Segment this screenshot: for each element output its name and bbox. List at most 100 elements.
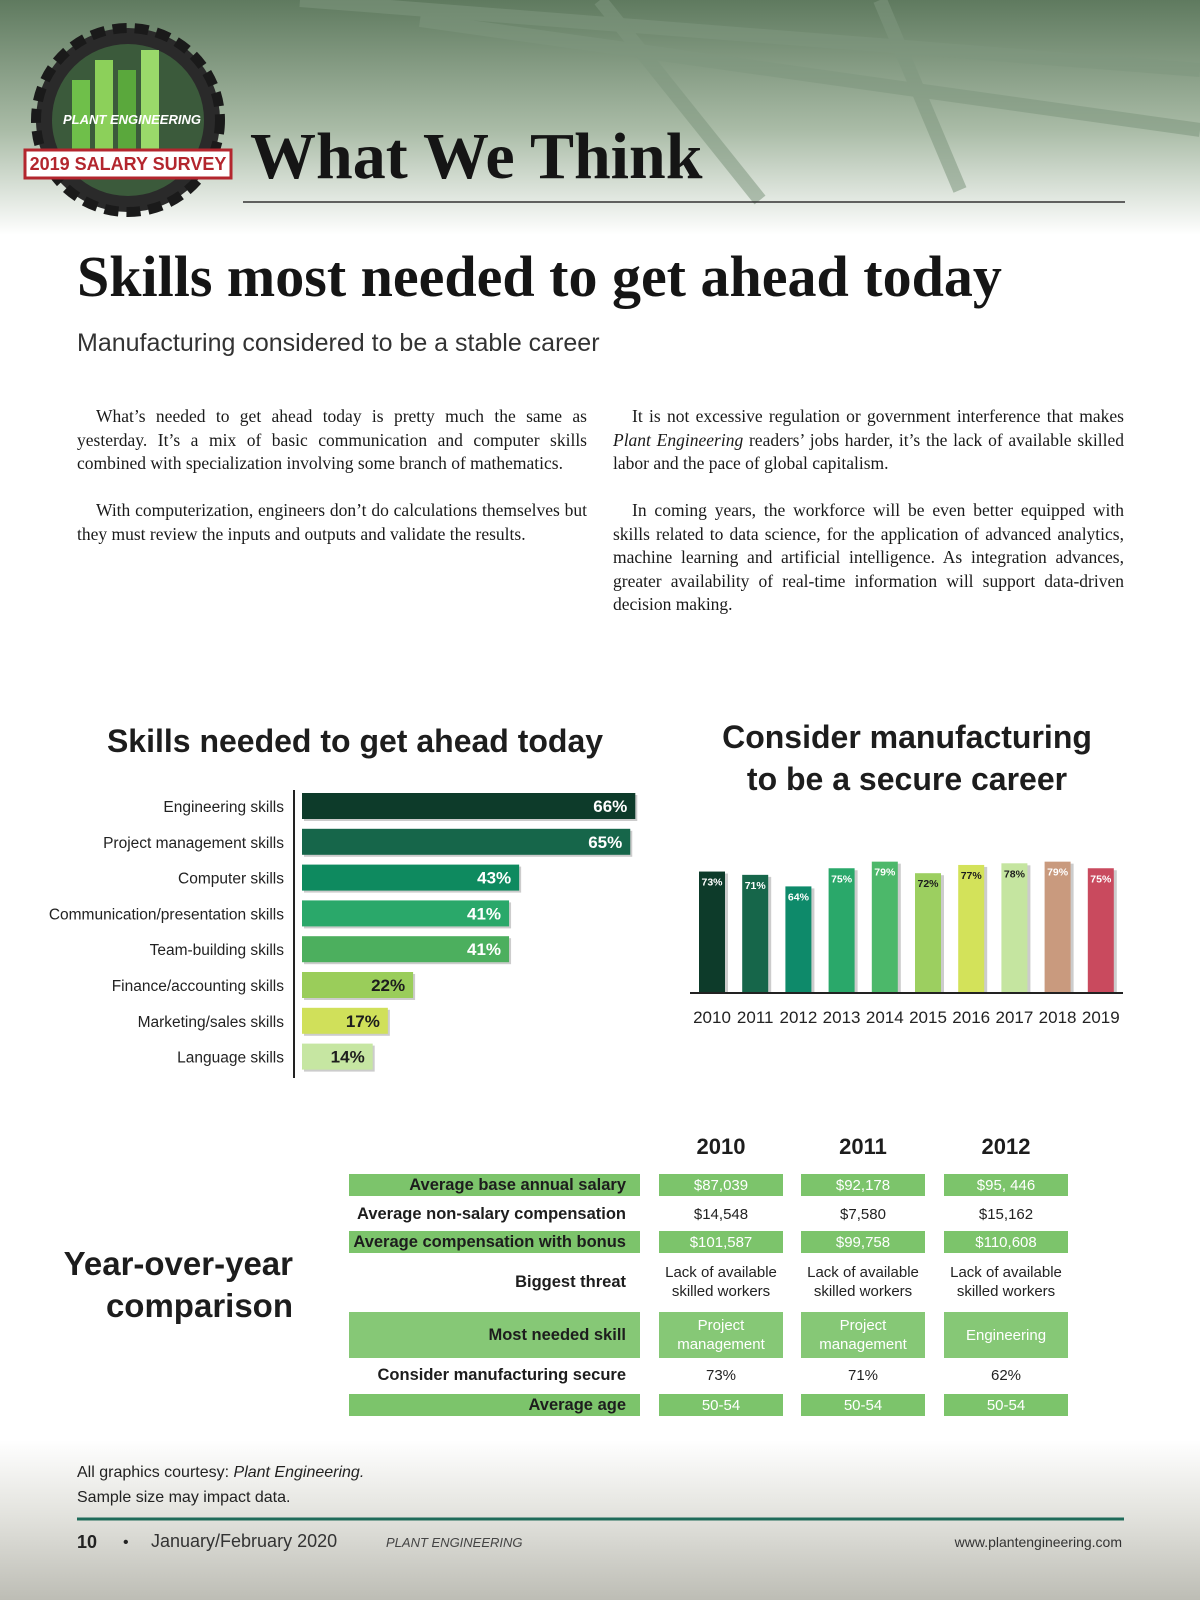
chart-title: to be a secure career — [747, 761, 1067, 797]
column-header: 2010 — [696, 1134, 746, 1159]
text: It is not excessive regulation or govern… — [632, 406, 1124, 426]
column-right: It is not excessive regulation or govern… — [613, 405, 1124, 640]
value-label: 73% — [701, 877, 723, 889]
row-band — [349, 1231, 640, 1253]
footer-bullet: • — [123, 1534, 129, 1551]
category-label: 2015 — [909, 1008, 947, 1027]
bar — [1087, 868, 1114, 992]
category-label: Computer skills — [178, 871, 284, 888]
value-label: 41% — [467, 904, 501, 923]
footer-issue: January/February 2020 — [151, 1531, 337, 1551]
bar — [302, 900, 510, 927]
paragraph: With computerization, engineers don’t do… — [77, 499, 587, 546]
value-label: 43% — [477, 869, 511, 888]
table-cell: 50-54 — [944, 1394, 1068, 1416]
paragraph: In coming years, the workforce will be e… — [613, 499, 1124, 617]
text: Sample size may impact data. — [77, 1489, 291, 1506]
category-label: Project management skills — [103, 835, 284, 852]
table-cell: $7,580 — [840, 1205, 886, 1223]
table-cell: Project management — [801, 1312, 925, 1358]
table-cell: $92,178 — [801, 1174, 925, 1196]
value-label: 66% — [593, 797, 627, 816]
text: readers’ jobs harder, it’s the lack of a… — [613, 429, 1124, 474]
table-cell: Engineering — [944, 1312, 1068, 1358]
table-cell: Lack of available skilled workers — [665, 1264, 777, 1300]
table-cell: $99,758 — [801, 1231, 925, 1253]
bar — [302, 1007, 388, 1034]
row-band — [349, 1174, 640, 1196]
category-label: 2017 — [995, 1008, 1033, 1027]
logo-brand: PLANT ENGINEERING — [63, 112, 201, 127]
table-cell: 71% — [847, 1366, 879, 1384]
table-cell: 62% — [990, 1366, 1022, 1384]
bar — [1044, 861, 1071, 992]
logo-bar — [141, 50, 159, 150]
text-italic: Plant Engineering — [613, 429, 744, 450]
bar — [958, 864, 985, 992]
logo-badge-box — [23, 148, 233, 180]
table-cell: Project management — [659, 1312, 783, 1358]
logo: PLANT ENGINEERING 2019 SALARY SURVEY — [23, 23, 233, 217]
bar — [828, 868, 855, 992]
bar — [742, 874, 769, 992]
value-label: 14% — [331, 1048, 365, 1067]
page-number: 10 — [77, 1532, 97, 1552]
value-label: 41% — [467, 940, 501, 959]
row-band — [349, 1312, 640, 1358]
table-title: comparison — [105, 1287, 293, 1324]
notes: All graphics courtesy: Plant Engineering… — [77, 1460, 364, 1510]
logo-bar — [118, 70, 136, 150]
table-title: Year-over-year — [63, 1245, 293, 1282]
category-label: Language skills — [177, 1050, 284, 1067]
category-label: Finance/accounting skills — [112, 978, 285, 995]
value-label: 17% — [346, 1012, 380, 1031]
bar — [699, 871, 725, 992]
value-label: 75% — [831, 873, 853, 885]
text: What’s needed to get ahead today is pret… — [77, 406, 587, 473]
bar — [302, 864, 520, 891]
bar — [915, 873, 941, 992]
category-label: Communication/presentation skills — [49, 906, 284, 923]
table-cell: Lack of available skilled workers — [950, 1264, 1062, 1300]
bar — [785, 886, 812, 992]
logo-badge: 2019 SALARY SURVEY — [30, 154, 227, 174]
value-label: 79% — [874, 867, 896, 879]
row-label: Average non-salary compensation — [357, 1204, 626, 1223]
bar — [871, 861, 898, 992]
section-title: What We Think — [250, 120, 703, 193]
column-header: 2012 — [981, 1134, 1031, 1159]
note: Sample size may impact data. — [77, 1485, 364, 1510]
category-label: 2019 — [1082, 1008, 1120, 1027]
category-label: Team-building skills — [150, 942, 285, 959]
value-label: 77% — [961, 870, 983, 882]
row-label: Average compensation with bonus — [353, 1232, 626, 1251]
category-label: 2016 — [952, 1008, 990, 1027]
bar — [302, 972, 414, 998]
chart-title: Consider manufacturing — [722, 719, 1092, 755]
footer-publication: PLANT ENGINEERING — [386, 1535, 523, 1550]
category-label: 2014 — [866, 1008, 904, 1027]
note: All graphics courtesy: Plant Engineering… — [77, 1460, 364, 1485]
text: In coming years, the workforce will be e… — [613, 500, 1124, 614]
logo-bar — [72, 80, 90, 150]
page-title: Skills most needed to get ahead today — [77, 244, 1002, 309]
bar — [302, 936, 510, 963]
bar — [302, 828, 631, 855]
category-label: Marketing/sales skills — [138, 1014, 285, 1031]
footer-url: www.plantengineering.com — [954, 1534, 1122, 1550]
value-label: 64% — [788, 891, 810, 903]
table-cell: $87,039 — [659, 1174, 783, 1196]
value-label: 22% — [371, 976, 405, 995]
table-cell: $14,548 — [693, 1205, 749, 1223]
category-label: 2010 — [693, 1008, 731, 1027]
text: All graphics courtesy: — [77, 1464, 234, 1481]
table-cell: 50-54 — [659, 1394, 783, 1416]
row-label: Consider manufacturing secure — [377, 1365, 626, 1384]
logo-bar — [95, 60, 113, 150]
text: With computerization, engineers don’t do… — [77, 500, 587, 544]
row-label: Average age — [528, 1395, 626, 1414]
header-pipes — [299, 0, 1200, 205]
table-cell: $101,587 — [659, 1231, 783, 1253]
